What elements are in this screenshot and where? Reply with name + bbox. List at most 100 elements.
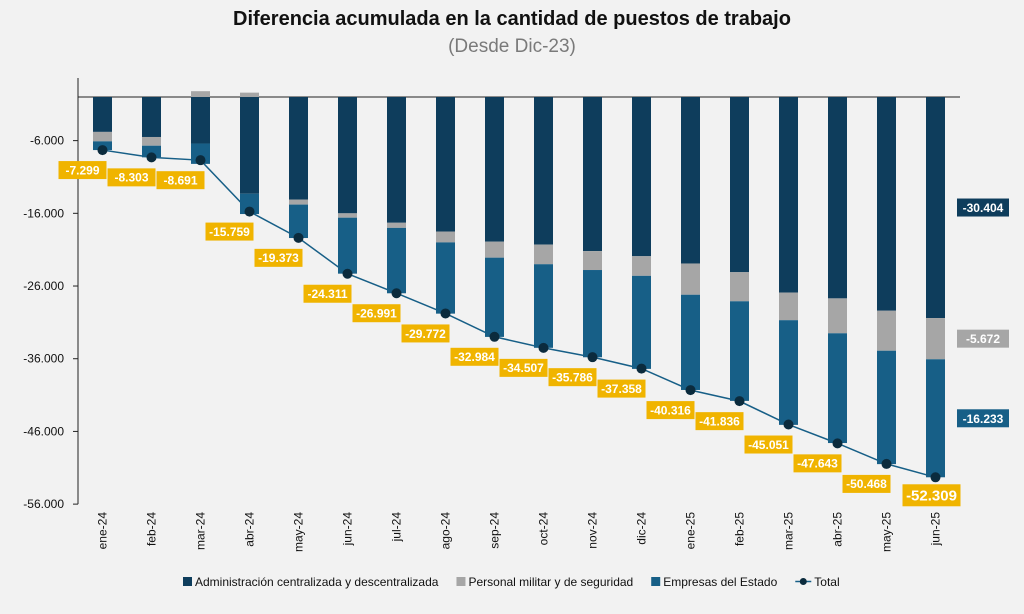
series-end-label: -5.672 [966, 332, 1000, 346]
x-tick-label: nov-24 [586, 512, 600, 549]
total-point [97, 145, 108, 156]
total-label-box [842, 474, 891, 493]
chart-subtitle: (Desde Dic-23) [448, 36, 576, 57]
military-bar [779, 292, 798, 321]
total-label: -24.311 [307, 287, 347, 301]
admin-bar [730, 97, 749, 273]
legend-label: Administración centralizada y descentral… [195, 575, 439, 589]
total-point [783, 419, 794, 430]
total-point [538, 342, 549, 353]
total-label-box [401, 324, 450, 343]
total-label-box [793, 454, 842, 473]
total-label: -32.984 [454, 350, 495, 364]
military-bar [534, 244, 553, 265]
y-tick-label: -26.000 [23, 279, 64, 293]
empresas-bar [828, 333, 847, 444]
empresas-bar [436, 242, 455, 314]
total-label-box [156, 171, 205, 190]
legend-swatch [456, 577, 466, 586]
admin-bar [436, 97, 455, 232]
military-bar [877, 310, 896, 351]
legend-label: Empresas del Estado [663, 575, 777, 589]
total-label: -34.507 [503, 361, 544, 375]
admin-bar [828, 97, 847, 299]
x-tick-label: ago-24 [439, 512, 453, 550]
military-bar [387, 222, 406, 228]
military-bar [926, 318, 945, 360]
series-end-label: -30.404 [963, 201, 1004, 215]
total-label-box [254, 248, 303, 267]
y-tick-label: -56.000 [23, 497, 64, 511]
chart-title: Diferencia acumulada en la cantidad de p… [233, 8, 791, 30]
total-label-box [902, 484, 961, 507]
military-bar [436, 231, 455, 243]
total-label-box [548, 368, 597, 387]
total-line [102, 149, 936, 479]
total-label: -47.643 [797, 457, 838, 471]
total-label-box [499, 358, 548, 377]
total-label: -35.786 [552, 370, 593, 384]
series-end-label-box [957, 409, 1009, 428]
series-end-label-box [957, 198, 1009, 217]
x-tick-label: jul-24 [390, 512, 404, 543]
y-tick-label: -36.000 [23, 352, 64, 366]
empresas-bar [877, 350, 896, 465]
total-label-box [450, 347, 499, 366]
empresas-bar [632, 275, 651, 369]
total-label: -26.991 [356, 307, 397, 321]
total-label-box [646, 401, 695, 420]
military-bar [730, 272, 749, 302]
empresas-bar [534, 264, 553, 348]
military-bar [632, 256, 651, 276]
empresas-bar [583, 270, 602, 358]
total-point [146, 152, 157, 163]
total-point [195, 155, 206, 166]
total-point [489, 331, 500, 342]
total-label: -45.051 [748, 438, 789, 452]
total-label: -7.299 [65, 163, 99, 177]
total-label-box [205, 222, 254, 241]
series-end-label-box [957, 329, 1009, 348]
legend-swatch [651, 577, 661, 586]
y-tick-label: -46.000 [23, 424, 64, 438]
total-label: -52.309 [906, 488, 957, 505]
admin-bar [338, 97, 357, 214]
legend-label: Total [814, 575, 839, 589]
total-point [685, 385, 696, 396]
empresas-bar [387, 227, 406, 294]
total-label: -40.316 [650, 403, 691, 417]
total-point [832, 438, 843, 449]
admin-bar [926, 97, 945, 319]
military-bar [191, 91, 210, 97]
military-bar [681, 263, 700, 295]
total-label: -8.303 [114, 171, 148, 185]
total-label-box [107, 168, 156, 187]
admin-bar [485, 97, 504, 242]
total-label-box [352, 304, 401, 323]
total-label: -50.468 [846, 477, 887, 491]
admin-bar [877, 97, 896, 311]
total-label-box [695, 412, 744, 431]
x-tick-label: sep-24 [488, 512, 502, 549]
admin-bar [534, 97, 553, 245]
military-bar [289, 199, 308, 205]
total-label-box [58, 161, 107, 180]
military-bar [828, 298, 847, 334]
total-label: -37.358 [601, 382, 642, 396]
military-bar [240, 92, 259, 97]
total-point [734, 396, 745, 407]
total-label: -15.759 [209, 225, 250, 239]
total-label: -19.373 [258, 251, 299, 265]
x-tick-label: oct-24 [537, 512, 551, 546]
total-point [293, 232, 304, 243]
x-tick-label: dic-24 [635, 512, 649, 545]
admin-bar [632, 97, 651, 257]
admin-bar [240, 97, 259, 194]
x-tick-label: ene-24 [96, 512, 110, 550]
y-tick-label: -6.000 [30, 134, 64, 148]
legend-total-marker [799, 578, 807, 585]
total-label: -8.691 [163, 174, 197, 188]
admin-bar [681, 97, 700, 264]
x-tick-label: feb-25 [733, 512, 747, 546]
admin-bar [142, 97, 161, 137]
